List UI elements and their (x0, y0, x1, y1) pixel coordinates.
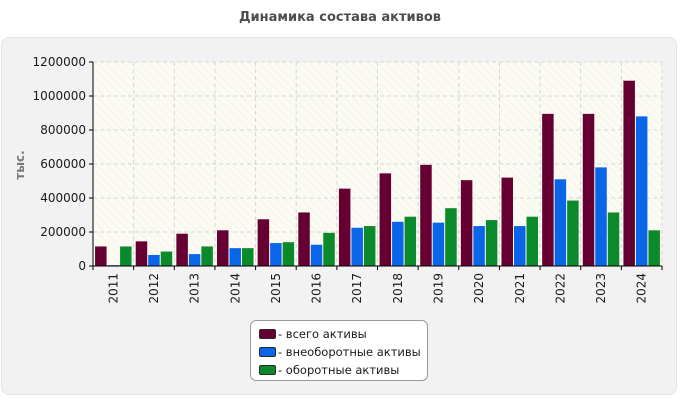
x-tick-label: 2013 (188, 273, 202, 304)
bar-2023-series-1 (595, 167, 607, 266)
x-tick-label: 2022 (553, 273, 567, 304)
x-tick-labels: 2011 2012 2013 2014 2015 2016 2017 2018 2019 2020… (106, 273, 648, 304)
bar-2015-series-2 (283, 242, 295, 266)
bar-2020-series-2 (486, 220, 498, 266)
y-tick-label: 0 (78, 259, 86, 273)
bar-2014-series-2 (242, 248, 254, 266)
bar-2023-series-2 (608, 212, 620, 266)
bar-2015-series-1 (270, 243, 282, 266)
bar-2011-series-0 (95, 246, 107, 266)
bar-2024-series-1 (636, 116, 648, 266)
x-tick-label: 2023 (594, 273, 608, 304)
legend-item-noncurrent: - внеоборотные активы (259, 343, 427, 361)
y-tick-label: 1200000 (33, 55, 86, 69)
chart-page: Динамика состава активов 0 200000 400000 60… (0, 0, 680, 400)
legend-swatch-noncurrent (259, 347, 276, 357)
bar-2014-series-0 (217, 230, 229, 266)
legend-swatch-total (259, 329, 276, 339)
bar-2017-series-2 (364, 226, 376, 266)
x-tick-label: 2020 (472, 273, 486, 304)
bar-2014-series-1 (230, 248, 242, 266)
bar-2020-series-0 (461, 180, 473, 266)
y-tick-label: 1000000 (33, 89, 86, 103)
legend-item-current: - оборотные активы (259, 361, 427, 379)
bar-2021-series-1 (514, 226, 526, 266)
x-tick-label: 2019 (431, 273, 445, 304)
bar-2023-series-0 (583, 114, 595, 266)
bar-2012-series-1 (148, 255, 160, 266)
bar-2017-series-0 (339, 189, 351, 266)
bar-2022-series-0 (542, 114, 554, 266)
y-tick-label: 600000 (40, 157, 86, 171)
legend-label-current: - оборотные активы (278, 363, 399, 377)
bar-2021-series-2 (527, 217, 539, 266)
bar-2016-series-0 (298, 212, 310, 266)
x-tick-label: 2024 (635, 273, 649, 304)
bar-2021-series-0 (502, 178, 514, 266)
bar-2019-series-2 (445, 208, 457, 266)
x-tick-label: 2011 (106, 273, 120, 304)
bar-2013-series-0 (176, 234, 188, 266)
y-tick-label: 800000 (40, 123, 86, 137)
bar-2018-series-0 (380, 173, 392, 266)
bar-2015-series-0 (258, 219, 270, 266)
bar-2019-series-1 (433, 223, 445, 266)
bar-2018-series-1 (392, 222, 404, 266)
bar-2018-series-2 (405, 217, 417, 266)
bar-2024-series-0 (623, 81, 635, 266)
bar-2019-series-0 (420, 165, 432, 266)
x-tick-label: 2014 (228, 273, 242, 304)
legend: - всего активы - внеоборотные активы - о… (250, 320, 428, 381)
x-tick-label: 2015 (269, 273, 283, 304)
y-axis-title: тыс. (13, 150, 27, 179)
x-tick-label: 2018 (391, 273, 405, 304)
bar-2011-series-2 (120, 246, 132, 266)
bar-2016-series-2 (323, 233, 335, 266)
legend-label-total: - всего активы (278, 327, 367, 341)
bar-2013-series-1 (189, 254, 201, 266)
bar-2022-series-1 (555, 179, 567, 266)
bar-2016-series-1 (311, 245, 323, 266)
y-tick-label: 200000 (40, 225, 86, 239)
bar-2022-series-2 (567, 201, 579, 266)
x-tick-label: 2021 (513, 273, 527, 304)
bar-2012-series-2 (161, 252, 173, 266)
y-tick-labels: 0 200000 400000 600000 800000 1000000 1200000 (33, 55, 86, 273)
bar-2013-series-2 (201, 246, 213, 266)
x-tick-label: 2012 (147, 273, 161, 304)
bar-2012-series-0 (136, 241, 148, 266)
legend-swatch-current (259, 365, 276, 375)
bar-2020-series-1 (473, 226, 485, 266)
bar-2017-series-1 (351, 228, 363, 266)
bar-2024-series-2 (648, 230, 660, 266)
x-tick-label: 2017 (350, 273, 364, 304)
legend-item-total: - всего активы (259, 325, 427, 343)
legend-label-noncurrent: - внеоборотные активы (278, 345, 421, 359)
y-tick-label: 400000 (40, 191, 86, 205)
x-tick-label: 2016 (310, 273, 324, 304)
